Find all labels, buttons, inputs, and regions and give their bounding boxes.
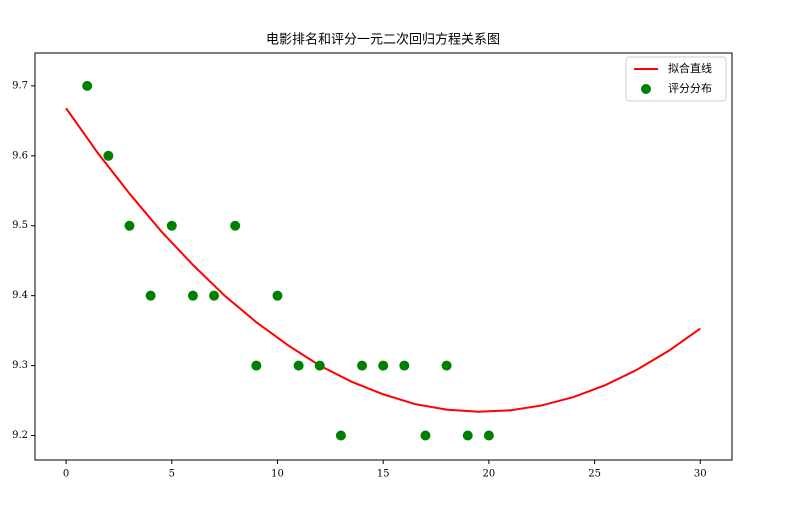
plot-frame [34, 52, 733, 461]
x-tick-label: 15 [377, 469, 390, 480]
scatter-point [293, 360, 304, 371]
scatter-point [82, 80, 93, 91]
chart-title: 电影排名和评分一元二次回归方程关系图 [266, 32, 500, 48]
scatter-point [209, 290, 220, 301]
fit-line [65, 107, 701, 413]
y-tick-label: 9.2 [12, 430, 28, 441]
scatter-point [272, 290, 283, 301]
y-tick-label: 9.4 [12, 290, 28, 301]
y-tick-label: 9.5 [12, 220, 28, 231]
x-tick-label: 30 [694, 469, 707, 480]
scatter-point [251, 360, 262, 371]
scatter-point [483, 430, 494, 441]
x-tick-label: 0 [63, 469, 69, 480]
legend-label: 评分分布 [668, 82, 712, 95]
scatter-point [357, 360, 368, 371]
x-tick-label: 20 [483, 469, 496, 480]
x-tick-label: 10 [271, 469, 284, 480]
scatter-point [441, 360, 452, 371]
scatter-point [314, 360, 325, 371]
scatter-point [166, 220, 177, 231]
legend-label: 拟合直线 [668, 61, 712, 75]
scatter-point [187, 290, 198, 301]
scatter-point [420, 430, 431, 441]
scatter-point [145, 290, 156, 301]
x-tick-label: 5 [169, 469, 175, 480]
scatter-point [230, 220, 241, 231]
y-tick-label: 9.3 [12, 360, 28, 371]
scatter-point [103, 150, 114, 161]
scatter-point [124, 220, 135, 231]
x-tick-label: 25 [588, 469, 601, 480]
legend-swatch [641, 84, 651, 94]
scatter-point [399, 360, 410, 371]
scatter-point [462, 430, 473, 441]
scatter-point [378, 360, 389, 371]
y-tick-label: 9.7 [12, 80, 28, 91]
scatter-point [335, 430, 346, 441]
y-tick-label: 9.6 [12, 150, 28, 161]
